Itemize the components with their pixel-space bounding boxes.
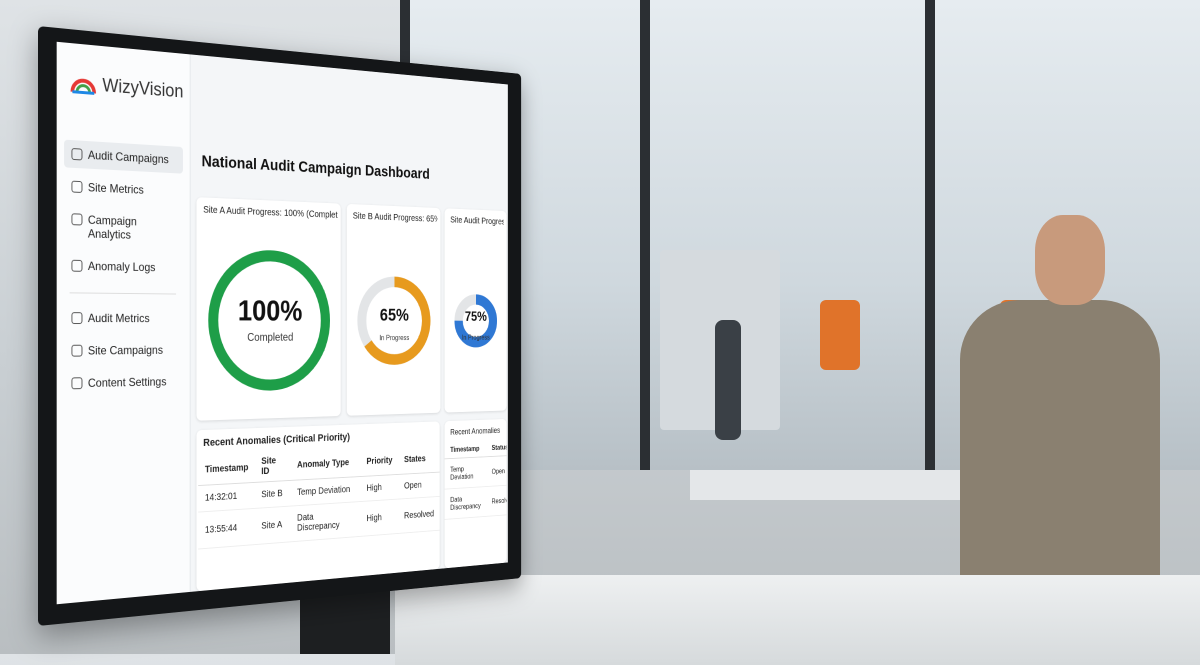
progress-ring: 65% In Progress [347, 204, 441, 416]
person-head [1035, 215, 1105, 305]
window-mullion [640, 0, 650, 470]
window-mullion [925, 0, 935, 470]
ring-status: Completed [247, 332, 293, 344]
nav-item[interactable]: Audit Campaigns [64, 139, 183, 174]
progress-card: Site B Audit Progress: 65% (In Progress)… [346, 203, 441, 416]
progress-ring: 75% In Progress [445, 208, 507, 412]
nav-item[interactable]: Anomaly Logs [64, 252, 183, 282]
table-cell: 13:55:44 [198, 508, 255, 550]
column-header: Timestamp [198, 452, 255, 486]
nav-item[interactable]: Audit Metrics [64, 304, 183, 332]
nav-item[interactable]: Campaign Analytics [64, 205, 183, 250]
nav-divider [69, 292, 177, 295]
worker [715, 320, 741, 440]
ring-value: 65% [380, 306, 409, 325]
table-cell: Open [398, 472, 440, 500]
table [690, 470, 980, 500]
anomalies-table: Timestamp Site ID Anomaly Type Priority Stat… [198, 443, 440, 550]
table-cell: Site A [254, 506, 291, 545]
table-cell: Data Discrepancy [444, 486, 487, 520]
desk [395, 575, 1200, 665]
anomalies-panel: Recent Anomalies (Critical Priority) Tim… [196, 421, 440, 592]
nav-item[interactable]: Site Campaigns [64, 336, 183, 364]
nav-item[interactable]: Content Settings [64, 368, 183, 397]
progress-card: Site Audit Progress: 65%75%In Progress [444, 208, 507, 413]
column-header: Status [486, 438, 507, 457]
side-table: Timestamp Status Temp Deviation Open Data Di… [444, 438, 507, 520]
screen: WizyVision Audit Campaigns Site Metrics Ca… [56, 41, 508, 605]
monitor: WizyVision Audit Campaigns Site Metrics Ca… [38, 26, 522, 626]
table-cell: 14:32:01 [198, 482, 255, 513]
logo: WizyVision [70, 73, 184, 104]
table-row: Data Discrepancy Resolved [444, 484, 507, 520]
nav-item[interactable]: Site Metrics [64, 172, 183, 205]
ring-value: 75% [465, 309, 487, 324]
page-title: National Audit Campaign Dashboard [201, 151, 430, 183]
table-cell: Open [486, 455, 507, 487]
progress-card: Site A Audit Progress: 100% (Completed) 1… [196, 197, 341, 421]
nav-secondary: Audit Metrics Site Campaigns Content Setti… [64, 304, 183, 402]
nav-primary: Audit Campaigns Site Metrics Campaign Anal… [64, 139, 183, 286]
robot-arm [820, 300, 860, 370]
ring-status: In Progress [379, 334, 409, 342]
monitor-stand [300, 590, 390, 654]
table-cell: Data Discrepancy [290, 501, 361, 542]
table-cell: Resolved [486, 484, 507, 517]
column-header: States [398, 443, 440, 475]
main: National Audit Campaign Dashboard Site A… [190, 54, 508, 592]
table-row: Temp Deviation Open [444, 455, 507, 490]
panel-title: Recent Anomalies [450, 425, 501, 437]
table-cell: High [360, 499, 399, 537]
logo-icon [70, 74, 97, 96]
column-header: Anomaly Type [290, 447, 361, 481]
progress-ring: 100% Completed [196, 197, 340, 421]
column-header: Priority [360, 445, 399, 477]
table-cell: Site B [254, 480, 291, 509]
table-cell: High [360, 474, 399, 502]
side-panel: Recent Anomalies Timestamp Status Temp Dev… [444, 418, 507, 569]
column-header: Site ID [254, 450, 291, 483]
table-cell: Temp Deviation [444, 456, 487, 490]
sidebar: WizyVision Audit Campaigns Site Metrics Ca… [56, 41, 191, 605]
ring-value: 100% [238, 294, 302, 327]
logo-text: WizyVision [102, 75, 184, 103]
table-cell: Resolved [398, 496, 440, 534]
ring-status: In Progress [462, 333, 490, 341]
